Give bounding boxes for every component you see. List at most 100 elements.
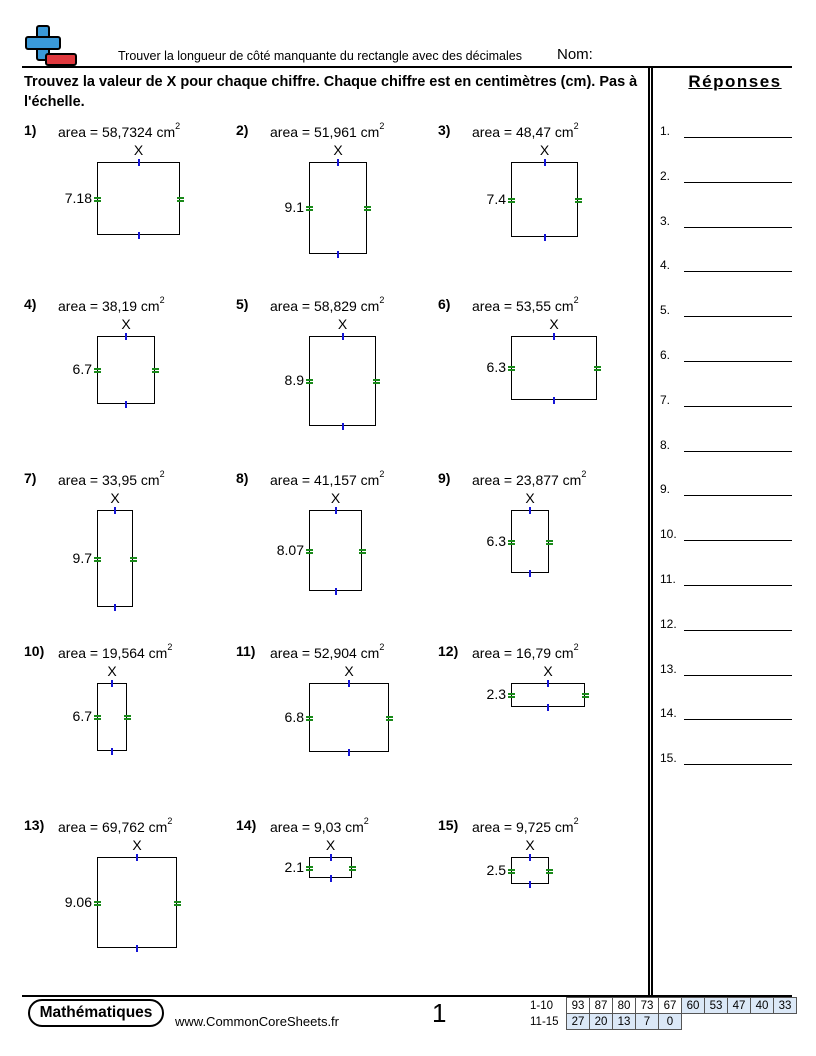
answer-line[interactable]: 13. bbox=[660, 662, 792, 676]
right-tick-mark bbox=[174, 900, 181, 906]
answer-blank[interactable] bbox=[684, 674, 792, 676]
answer-blank[interactable] bbox=[684, 585, 792, 586]
area-text: area = 9,03 cm bbox=[270, 819, 364, 835]
right-tick-mark bbox=[364, 206, 371, 211]
right-tick-mark bbox=[594, 366, 601, 371]
right-tick-mark bbox=[349, 865, 356, 871]
bottom-tick-mark bbox=[114, 604, 116, 611]
area-exponent: 2 bbox=[159, 469, 165, 479]
page-number: 1 bbox=[432, 998, 447, 1028]
area-exponent: 2 bbox=[581, 469, 587, 479]
answer-line[interactable]: 15. bbox=[660, 751, 792, 766]
answer-line[interactable]: 3. bbox=[660, 214, 792, 228]
unknown-side-label: X bbox=[132, 837, 142, 853]
unknown-side-label: X bbox=[337, 316, 348, 332]
area-exponent: 2 bbox=[167, 642, 173, 652]
rectangle-figure bbox=[309, 336, 376, 426]
top-tick-mark bbox=[543, 159, 546, 166]
answer-line[interactable]: 5. bbox=[660, 303, 792, 318]
left-tick-mark bbox=[94, 368, 101, 373]
answer-column-divider bbox=[648, 66, 653, 995]
score-cell: 0 bbox=[658, 1013, 682, 1030]
left-tick-mark bbox=[94, 900, 101, 906]
rectangle-figure bbox=[511, 162, 578, 237]
rectangle-figure bbox=[97, 683, 127, 751]
known-side-label: 6.3 bbox=[486, 532, 506, 549]
bottom-tick-mark bbox=[553, 397, 555, 404]
left-tick-mark bbox=[306, 379, 313, 384]
score-cell: 53 bbox=[704, 997, 728, 1014]
answer-line[interactable]: 6. bbox=[660, 348, 792, 362]
answer-line[interactable]: 7. bbox=[660, 393, 792, 407]
score-cell: 13 bbox=[612, 1013, 636, 1030]
score-cell: 60 bbox=[681, 997, 705, 1014]
answer-line[interactable]: 9. bbox=[660, 482, 792, 497]
right-tick-mark bbox=[546, 539, 553, 545]
answer-line[interactable]: 12. bbox=[660, 617, 792, 631]
area-text: area = 38,19 cm bbox=[58, 298, 160, 314]
area-exponent: 2 bbox=[379, 295, 385, 305]
answer-line[interactable]: 14. bbox=[660, 706, 792, 721]
answer-blank[interactable] bbox=[684, 181, 792, 183]
area-exponent: 2 bbox=[159, 295, 165, 305]
unknown-side-label: X bbox=[107, 663, 117, 679]
bottom-tick-mark bbox=[529, 570, 531, 577]
score-cell: 27 bbox=[566, 1013, 590, 1030]
rectangle-figure bbox=[97, 510, 133, 607]
answer-number: 10. bbox=[660, 527, 677, 542]
area-text: area = 69,762 cm bbox=[58, 819, 168, 835]
score-cell: 73 bbox=[635, 997, 659, 1014]
top-tick-mark bbox=[329, 854, 332, 861]
answer-line[interactable]: 4. bbox=[660, 258, 792, 273]
top-tick-mark bbox=[553, 333, 555, 340]
answer-blank[interactable] bbox=[684, 316, 792, 318]
score-cell: 80 bbox=[612, 997, 636, 1014]
answer-line[interactable]: 8. bbox=[660, 438, 792, 452]
problem-area: area = 69,762 cm2 bbox=[58, 816, 172, 835]
rectangle-figure bbox=[511, 336, 597, 400]
left-tick-mark bbox=[94, 196, 101, 202]
unknown-side-label: X bbox=[525, 837, 535, 853]
answer-blank[interactable] bbox=[684, 137, 792, 138]
answer-blank[interactable] bbox=[684, 271, 792, 273]
answer-blank[interactable] bbox=[684, 764, 792, 766]
area-text: area = 52,904 cm bbox=[270, 645, 380, 661]
bottom-tick-mark bbox=[136, 945, 138, 952]
header-rule bbox=[22, 66, 792, 68]
answer-blank[interactable] bbox=[684, 361, 792, 362]
score-cell: 33 bbox=[773, 997, 797, 1014]
answer-line[interactable]: 2. bbox=[660, 169, 792, 183]
problem-number: 10) bbox=[24, 643, 45, 659]
answer-blank[interactable] bbox=[684, 226, 792, 228]
answer-line[interactable]: 10. bbox=[660, 527, 792, 542]
answer-blank[interactable] bbox=[684, 405, 792, 407]
known-side-label: 6.8 bbox=[284, 708, 304, 725]
known-side-label: 9.1 bbox=[284, 199, 304, 215]
score-row: 1-10 93 87 80 73 67 60 53 47 40 33 bbox=[530, 997, 797, 1014]
right-tick-mark bbox=[124, 715, 131, 720]
area-exponent: 2 bbox=[379, 642, 385, 652]
answer-line[interactable]: 1. bbox=[660, 124, 792, 138]
area-text: area = 33,95 cm bbox=[58, 472, 160, 488]
known-side-label: 8.9 bbox=[284, 372, 304, 388]
problem-area: area = 51,961 cm2 bbox=[270, 121, 384, 140]
answer-blank[interactable] bbox=[684, 629, 792, 631]
answers-title: Réponses bbox=[688, 72, 782, 91]
answer-number: 7. bbox=[660, 392, 671, 407]
answer-blank[interactable] bbox=[684, 450, 792, 452]
score-cell-empty bbox=[728, 1014, 751, 1030]
known-side-label: 2.5 bbox=[486, 861, 506, 878]
score-cell: 47 bbox=[727, 997, 751, 1014]
unknown-side-label: X bbox=[525, 490, 535, 506]
area-text: area = 16,79 cm bbox=[472, 645, 574, 661]
bottom-tick-mark bbox=[137, 232, 140, 239]
answer-blank[interactable] bbox=[684, 495, 792, 497]
left-tick-mark bbox=[508, 868, 515, 874]
answer-blank[interactable] bbox=[684, 719, 792, 721]
problem-area: area = 58,829 cm2 bbox=[270, 295, 385, 314]
problem-area: area = 48,47 cm2 bbox=[472, 121, 579, 140]
area-text: area = 58,7324 cm bbox=[58, 124, 176, 140]
answer-line[interactable]: 11. bbox=[660, 572, 792, 586]
answer-blank[interactable] bbox=[684, 540, 792, 542]
problem-area: area = 9,03 cm2 bbox=[270, 816, 369, 835]
